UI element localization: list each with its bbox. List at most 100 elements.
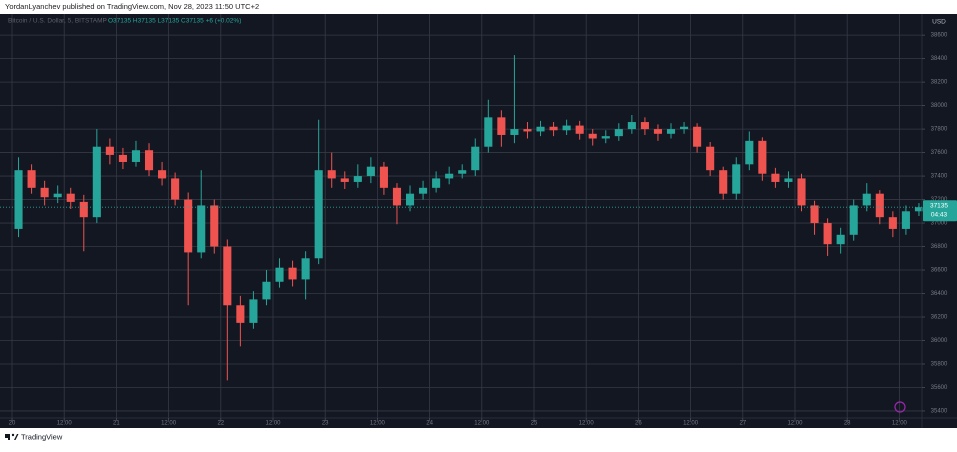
candle-body <box>771 173 780 182</box>
header-text: YordanLyanchev published on TradingView.… <box>5 2 259 11</box>
x-tick-label: 22 <box>217 421 224 427</box>
candle-body <box>118 154 127 162</box>
x-tick-label: 12:00 <box>683 421 699 427</box>
x-tick-label: 20 <box>9 421 16 427</box>
candle-body <box>601 136 610 139</box>
candle-body <box>471 146 480 171</box>
candles <box>14 55 924 381</box>
candle-body <box>171 178 180 200</box>
y-tick-label: 38000 <box>931 103 948 109</box>
x-tick-label: 24 <box>426 421 433 427</box>
y-tick-label: 37600 <box>931 150 948 156</box>
logo-part <box>5 434 10 438</box>
candle-body <box>640 122 649 130</box>
y-tick-label: 36400 <box>931 291 948 297</box>
candle-body <box>497 117 506 135</box>
candle-body <box>379 166 388 188</box>
x-tick-label: 27 <box>739 421 746 427</box>
candle-body <box>562 125 571 131</box>
candle-body <box>353 176 362 182</box>
candle-body <box>810 205 819 224</box>
logo-part <box>8 434 10 440</box>
x-tick-label: 12:00 <box>474 421 490 427</box>
candle-body <box>758 140 767 174</box>
candle-body <box>849 205 858 235</box>
x-tick-label: 12:00 <box>892 421 908 427</box>
candle-body <box>327 170 336 179</box>
candle-body <box>40 187 49 198</box>
y-tick-label: 35400 <box>931 409 948 415</box>
candle-body <box>27 170 36 188</box>
ohlc-legend: O37135 H37135 L37135 C37135 +6 (+0.02%) <box>108 18 241 25</box>
footer-text: TradingView <box>21 432 63 441</box>
x-tick-label: 23 <box>322 421 329 427</box>
candle-body <box>823 223 832 245</box>
candle-body <box>184 199 193 253</box>
candle-body <box>510 129 519 135</box>
candle-body <box>797 178 806 206</box>
x-tick-label: 21 <box>113 421 120 427</box>
x-tick-label: 25 <box>531 421 538 427</box>
footer-logo <box>5 433 19 440</box>
candle-body <box>144 150 154 171</box>
candle-body <box>288 267 297 280</box>
candle-body <box>445 173 454 179</box>
candle-body <box>719 170 728 194</box>
y-tick-label: 36000 <box>931 338 948 344</box>
candle-body <box>314 170 323 259</box>
candle-body <box>14 170 23 229</box>
candle-body <box>249 299 258 323</box>
candle-body <box>458 170 467 174</box>
candle-body <box>888 217 897 229</box>
candle-body <box>536 126 545 132</box>
candle-body <box>223 246 232 306</box>
candle-body <box>158 170 167 179</box>
candle-body <box>784 178 793 182</box>
countdown-label: 04:43 <box>931 211 948 218</box>
x-tick-label: 26 <box>635 421 642 427</box>
candle-body <box>210 205 219 247</box>
currency-label: USD <box>932 19 946 26</box>
candle-body <box>614 129 623 137</box>
candle-body <box>79 201 88 218</box>
y-tick-label: 37000 <box>931 221 948 227</box>
candle-body <box>653 129 663 134</box>
x-tick-label: 12:00 <box>161 421 177 427</box>
y-tick-label: 37200 <box>931 197 948 203</box>
candle-body <box>914 207 924 212</box>
candle-body <box>92 146 101 218</box>
grid <box>0 14 922 418</box>
symbol-title: Bitcoin / U.S. Dollar, 5, BITSTAMP <box>8 18 107 25</box>
candle-body <box>405 193 415 206</box>
y-tick-label: 38400 <box>931 56 948 62</box>
x-tick-label: 12:00 <box>579 421 595 427</box>
candle-body <box>275 267 284 282</box>
candle-body <box>236 305 245 323</box>
candle-body <box>666 129 676 134</box>
event-icon <box>894 401 906 413</box>
candle-body <box>484 117 493 147</box>
y-tick-label: 37800 <box>931 127 948 133</box>
header-bar <box>0 0 957 14</box>
candle-body <box>366 166 375 177</box>
candle-body <box>432 178 441 188</box>
axes: 35400 35600 35800 36000 36200 36400 36600 36800… <box>0 33 957 427</box>
x-tick-label: 28 <box>844 421 851 427</box>
footer-bar <box>0 428 957 447</box>
x-tick-label: 12:00 <box>265 421 281 427</box>
last-price-label: 37135 <box>930 202 948 209</box>
candle-body <box>862 193 871 206</box>
chart-background <box>0 14 957 428</box>
x-tick-label: 12:00 <box>787 421 803 427</box>
y-tick-label: 36800 <box>931 244 948 250</box>
logo-part <box>14 434 19 440</box>
x-tick-label: 12:00 <box>370 421 386 427</box>
y-tick-label: 36200 <box>931 315 948 321</box>
x-tick-label: 12:00 <box>57 421 73 427</box>
candle-body <box>836 234 845 245</box>
candle-body <box>419 187 428 194</box>
candle-body <box>66 193 75 202</box>
candle-body <box>523 129 532 132</box>
